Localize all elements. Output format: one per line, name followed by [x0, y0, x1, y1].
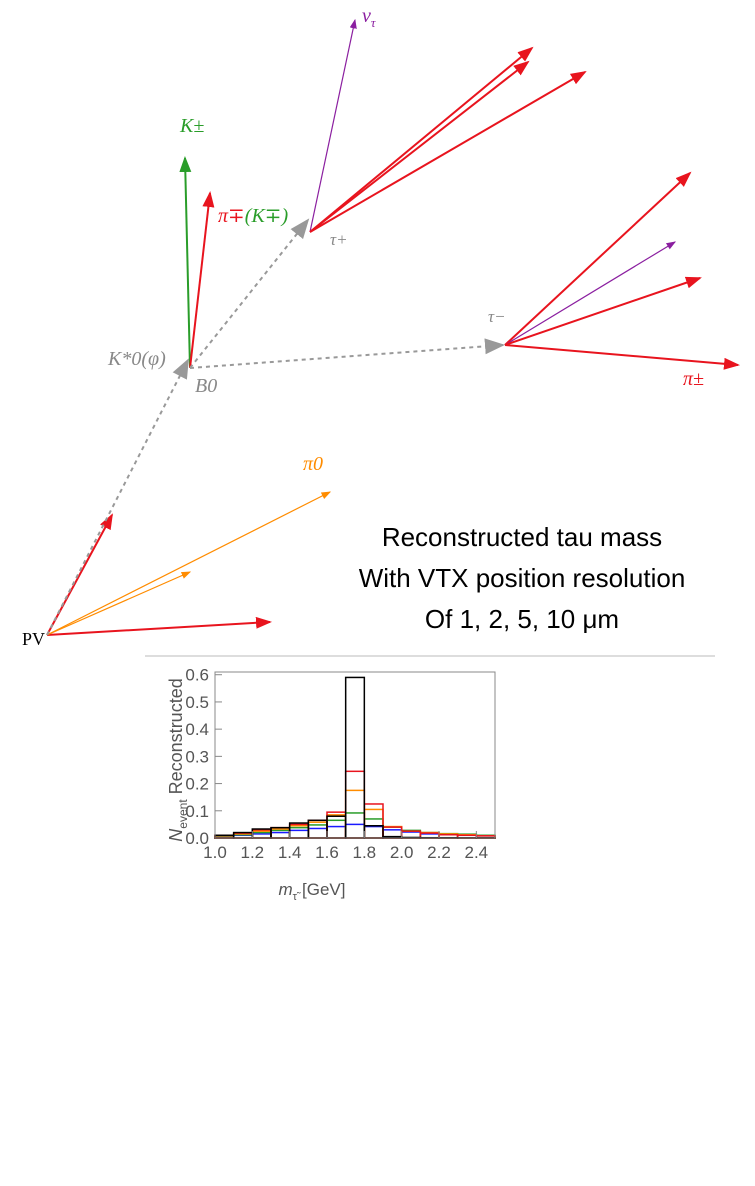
- x-tick-label: 2.2: [427, 843, 451, 862]
- label-symbol: ν: [362, 5, 371, 27]
- y-label-text: Reconstructed: [166, 678, 186, 794]
- arrow: [190, 193, 210, 368]
- label: K±: [179, 115, 204, 137]
- x-tick-label: 1.2: [241, 843, 265, 862]
- label: K*0(φ): [107, 348, 166, 370]
- label-sub: τ: [371, 15, 377, 30]
- x-tick-label: 1.8: [353, 843, 377, 862]
- y-tick-label: 0.6: [185, 666, 209, 685]
- y-label-symbol: N: [166, 828, 186, 842]
- arrow: [47, 572, 190, 635]
- diagram-labels: ντ K± π∓(K∓) τ+ τ− K*0(φ) B0 π± π0 PV: [22, 5, 704, 649]
- histogram-bar: [290, 828, 309, 838]
- histogram-bar: [327, 827, 346, 838]
- x-tick-label: 2.4: [465, 843, 489, 862]
- x-tick-label: 2.0: [390, 843, 414, 862]
- label: π±: [683, 368, 704, 390]
- arrow: [47, 360, 188, 635]
- histogram-bar: [271, 833, 290, 838]
- arrow: [190, 345, 503, 368]
- y-tick-label: 0.1: [185, 802, 209, 821]
- label-k: (K∓): [245, 205, 289, 227]
- arrow: [505, 345, 738, 365]
- histogram-bar: [346, 677, 365, 838]
- arrow: [185, 158, 190, 368]
- x-axis-label: mτ̃[GeV]: [279, 880, 346, 903]
- page: {"diagram": { "labels": { "nu_tau": {"sy…: [0, 0, 755, 1186]
- arrow: [190, 220, 308, 368]
- annotation-line: Reconstructed tau mass: [382, 522, 662, 552]
- arrow: [505, 173, 690, 345]
- label: ντ: [362, 5, 377, 30]
- x-label-sub: τ̃: [293, 891, 301, 903]
- y-tick-label: 0.4: [185, 720, 209, 739]
- arrow: [47, 622, 270, 635]
- histogram-bar: [308, 825, 327, 838]
- chart: mτ̃[GeV] NeventReconstructed 0.00.10.20.…: [166, 666, 495, 903]
- arrow: [310, 72, 585, 232]
- label: B0: [195, 375, 217, 397]
- histogram-bar: [364, 809, 383, 838]
- label: π0: [303, 453, 323, 475]
- x-tick-label: 1.4: [278, 843, 302, 862]
- histogram-bar: [327, 820, 346, 838]
- x-tick-label: 1.0: [203, 843, 227, 862]
- annotation: Reconstructed tau mass With VTX position…: [359, 522, 686, 634]
- arrow: [310, 62, 528, 232]
- histogram-bar: [364, 827, 383, 838]
- figure: ντ K± π∓(K∓) τ+ τ− K*0(φ) B0 π± π0 PV Re…: [0, 0, 755, 1186]
- arrow: [47, 515, 112, 635]
- arrow: [47, 492, 330, 635]
- annotation-line: Of 1, 2, 5, 10 μm: [425, 604, 619, 634]
- histogram-bar: [308, 828, 327, 838]
- label-pi: π∓: [218, 205, 245, 227]
- label: τ−: [488, 307, 506, 326]
- label: PV: [22, 629, 45, 649]
- histogram-bar: [346, 771, 365, 838]
- label: τ+: [330, 230, 348, 249]
- y-tick-label: 0.2: [185, 775, 209, 794]
- x-tick-label: 1.6: [315, 843, 339, 862]
- x-label-unit: [GeV]: [302, 880, 345, 899]
- x-label-symbol: m: [279, 880, 293, 899]
- annotation-line: With VTX position resolution: [359, 563, 686, 593]
- y-tick-label: 0.5: [185, 693, 209, 712]
- y-tick-label: 0.3: [185, 747, 209, 766]
- histogram-bar: [364, 826, 383, 838]
- histogram-bar: [346, 824, 365, 838]
- histogram-bar: [271, 830, 290, 838]
- histogram-bar: [346, 790, 365, 838]
- arrow: [505, 278, 700, 345]
- arrow: [505, 242, 675, 345]
- histogram-bar: [290, 830, 309, 838]
- histogram-bar: [346, 813, 365, 838]
- label: π∓(K∓): [218, 205, 289, 227]
- histogram-bar: [364, 819, 383, 838]
